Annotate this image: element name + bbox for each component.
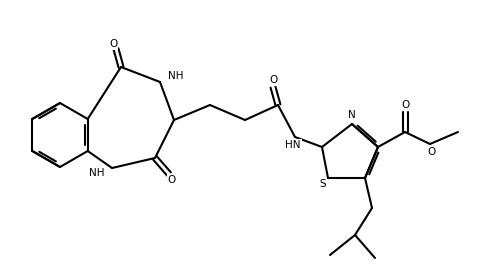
- Text: S: S: [320, 179, 326, 189]
- Text: O: O: [168, 175, 176, 185]
- Text: O: O: [269, 75, 277, 85]
- Text: NH: NH: [168, 71, 183, 81]
- Text: O: O: [401, 100, 409, 110]
- Text: O: O: [109, 39, 117, 49]
- Text: O: O: [428, 147, 436, 157]
- Text: NH: NH: [88, 168, 104, 178]
- Text: HN: HN: [285, 140, 301, 150]
- Text: N: N: [348, 110, 356, 120]
